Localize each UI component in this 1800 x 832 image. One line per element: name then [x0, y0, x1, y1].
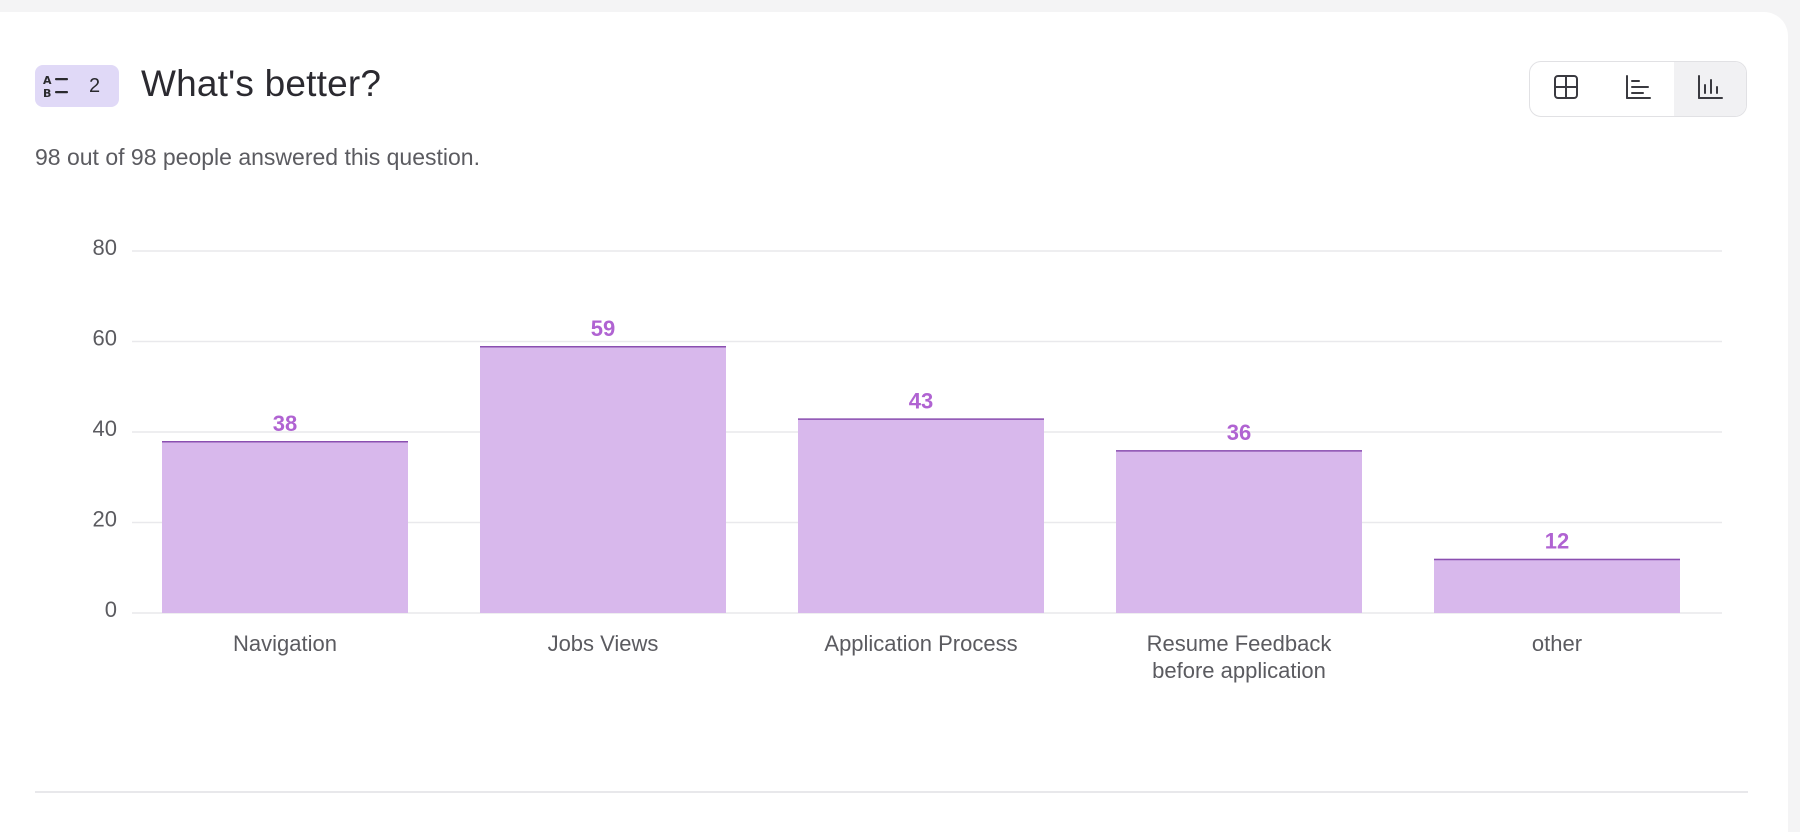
bar-chart: 0 20 40 60 80 38 Navigation 59 Jobs Views 43 Appli… [93, 235, 1722, 683]
vertical-bar-chart-icon [1696, 73, 1724, 106]
horizontal-bar-view-button[interactable] [1602, 62, 1674, 116]
vertical-bar-view-button[interactable] [1674, 62, 1746, 116]
data-label: 36 [1227, 420, 1251, 445]
x-tick-label: Navigation [233, 631, 337, 656]
data-label: 59 [591, 316, 615, 341]
divider [35, 791, 1748, 793]
data-label: 38 [273, 411, 297, 436]
question-title: What's better? [141, 63, 382, 104]
bar [162, 441, 408, 613]
grid-icon [1552, 73, 1580, 106]
data-label: 12 [1545, 529, 1569, 554]
question-number-badge: A B 2 [35, 65, 119, 107]
view-toggle [1529, 61, 1747, 117]
y-tick-label: 60 [93, 326, 117, 351]
x-tick-label: before application [1152, 658, 1326, 683]
question-number: 2 [89, 74, 101, 97]
ranking-list-icon: A B [35, 65, 77, 107]
bar [798, 418, 1044, 613]
x-tick-label: Jobs Views [548, 631, 659, 656]
answered-count-text: 98 out of 98 people answered this questi… [35, 144, 480, 170]
horizontal-bar-chart-icon [1624, 73, 1652, 106]
y-tick-label: 80 [93, 235, 117, 260]
table-view-button[interactable] [1530, 62, 1602, 116]
y-tick-label: 40 [93, 416, 117, 441]
bar [1116, 450, 1362, 613]
svg-text:B: B [43, 87, 51, 100]
svg-text:A: A [43, 74, 52, 87]
y-tick-label: 0 [105, 597, 117, 622]
x-tick-label: other [1532, 631, 1582, 656]
x-tick-label: Application Process [824, 631, 1017, 656]
x-tick-label: Resume Feedback [1147, 631, 1333, 656]
y-tick-label: 20 [93, 507, 117, 532]
data-label: 43 [909, 388, 933, 413]
bar [1434, 558, 1680, 613]
bar [480, 346, 726, 613]
